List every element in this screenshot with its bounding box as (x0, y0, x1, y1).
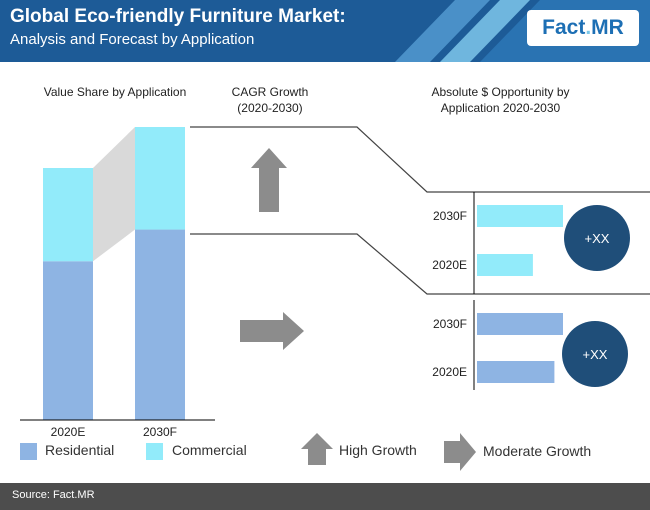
guide-line-commercial-bottom (190, 233, 650, 295)
opportunity-title: Absolute $ Opportunity by Application 20… (431, 85, 570, 115)
opportunity-tick-commercial-2030f: 2030F (433, 209, 467, 223)
opportunity-tick-residential-2030f: 2030F (433, 317, 467, 331)
moderate-growth-arrow-icon (240, 312, 304, 350)
opportunity-value-residential: +XX (583, 347, 608, 362)
x-tick-2030f: 2030F (143, 425, 177, 439)
legend-label-residential: Residential (45, 442, 115, 458)
share-connector (93, 127, 135, 262)
legend-right-arrow-icon (444, 433, 476, 471)
source-note: Source: Fact.MR (12, 489, 95, 501)
opportunity-tick-commercial-2020e: 2020E (432, 258, 467, 272)
bar-residential-2020e (43, 261, 93, 420)
opportunity-bar-residential-2030f (477, 313, 563, 335)
opportunity-value-commercial: +XX (585, 231, 610, 246)
legend-up-arrow-icon (301, 433, 333, 465)
legend-label-commercial: Commercial (172, 442, 247, 458)
page-title: Global Eco-friendly Furniture Market: (10, 6, 346, 27)
legend-label-high-growth: High Growth (339, 442, 417, 458)
guide-line-commercial-top (190, 126, 650, 193)
bar-commercial-2020e (43, 168, 93, 262)
opportunity-tick-residential-2020e: 2020E (432, 365, 467, 379)
opportunity-bar-residential-2020e (477, 361, 555, 383)
value-share-title: Value Share by Application (43, 85, 187, 99)
legend-swatch-commercial (146, 443, 163, 460)
logo-dot: . (585, 16, 592, 39)
bar-commercial-2030f (135, 127, 185, 230)
bar-residential-2030f (135, 229, 185, 420)
x-tick-2020e: 2020E (51, 425, 86, 439)
opportunity-bar-commercial-2020e (477, 254, 533, 276)
opportunity-bar-commercial-2030f (477, 205, 563, 227)
page-subtitle: Analysis and Forecast by Application (10, 31, 255, 48)
footer-bar: Source: Fact.MR (0, 483, 650, 510)
cagr-title: CAGR Growth (2020-2030) (231, 85, 309, 115)
opportunity-circle-residential (562, 321, 628, 387)
logo-mr: MR (591, 16, 624, 39)
header-banner: Global Eco-friendly Furniture Market: An… (0, 0, 650, 62)
factmr-logo: Fact.MR (527, 10, 639, 46)
high-growth-arrow-icon (251, 148, 287, 212)
market-chart: 2020E 2030F 2030F 2020E +XX 2030F 2020E +XX (20, 126, 650, 471)
legend-swatch-residential (20, 443, 37, 460)
legend-label-moderate-growth: Moderate Growth (483, 443, 592, 459)
opportunity-circle-commercial (564, 205, 630, 271)
logo-fact: Fact (542, 16, 586, 39)
